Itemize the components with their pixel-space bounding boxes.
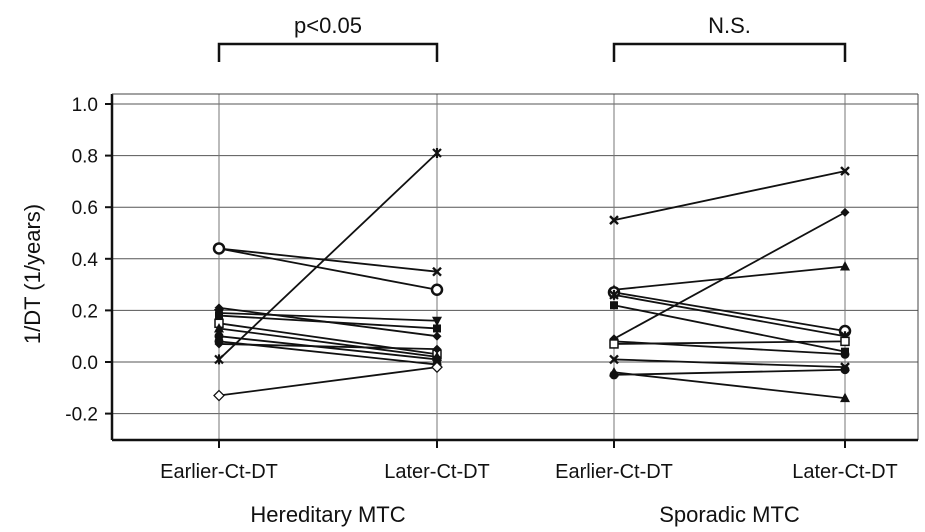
y-tick-label: 0.2 <box>72 301 98 322</box>
y-tick-label: 0.6 <box>72 198 98 219</box>
y-tick-label: 0.0 <box>72 353 98 374</box>
data-point-star <box>214 354 224 365</box>
data-point-triangle-down <box>432 316 442 327</box>
significance-bracket <box>612 42 847 62</box>
data-point-diamond <box>432 331 442 341</box>
series-line <box>218 314 438 330</box>
series-line <box>218 335 438 361</box>
series-line <box>613 371 846 400</box>
data-point-diamond-open <box>431 361 443 374</box>
data-point-star <box>432 148 442 159</box>
group-label: Hereditary MTC <box>250 502 405 527</box>
paired-series <box>609 166 850 225</box>
data-point-square <box>610 301 618 310</box>
paired-series <box>214 243 442 277</box>
paired-series <box>214 148 442 365</box>
data-point-circle <box>840 365 850 375</box>
data-point-square <box>215 311 223 320</box>
series-line <box>613 265 846 291</box>
grid-lines <box>112 94 919 440</box>
paired-series <box>609 336 850 359</box>
series-line <box>218 152 438 361</box>
paired-series <box>609 354 850 373</box>
data-point-triangle <box>840 392 850 403</box>
series-line <box>218 247 438 273</box>
significance-brackets: p<0.05 N.S. <box>217 13 847 62</box>
series-line <box>218 312 438 322</box>
data-point-cross <box>609 354 619 365</box>
data-point-circle <box>214 336 224 346</box>
data-point-star <box>609 289 619 300</box>
data-point-triangle <box>840 261 850 271</box>
y-axis-ticks: 1.0 0.8 0.6 0.4 0.2 0.0 -0.2 <box>65 95 112 426</box>
paired-series <box>609 261 850 294</box>
paired-series <box>214 322 442 361</box>
paired-series <box>609 336 850 349</box>
data-point-triangle <box>214 322 224 333</box>
series-line <box>613 340 846 345</box>
series-line <box>613 294 846 338</box>
axes <box>110 93 918 442</box>
paired-series <box>212 148 852 403</box>
series-line <box>613 211 846 340</box>
x-tick-label: Earlier-Ct-DT <box>160 461 278 483</box>
paired-series <box>212 242 444 297</box>
data-point-circle <box>609 370 619 380</box>
data-point-circle-open <box>212 242 226 255</box>
series-line <box>218 327 438 358</box>
group-label: Sporadic MTC <box>659 502 800 527</box>
paired-series <box>213 361 443 402</box>
significance-bracket <box>217 42 439 62</box>
significance-label: N.S. <box>708 13 751 38</box>
y-axis-label: 1/DT (1/years) <box>20 204 45 344</box>
paired-series <box>609 207 850 344</box>
x-tick-label: Later-Ct-DT <box>384 461 490 483</box>
paired-series <box>215 311 441 333</box>
series-line <box>613 291 846 332</box>
y-tick-label: 1.0 <box>72 95 98 116</box>
data-point-circle-open <box>430 283 444 297</box>
data-point-diamond <box>432 344 442 354</box>
series-line <box>613 304 846 353</box>
series-line <box>613 368 846 376</box>
data-point-diamond-open <box>213 389 225 402</box>
x-tick-label: Later-Ct-DT <box>792 461 898 483</box>
data-point-cross <box>840 166 850 176</box>
x-axis-labels: Earlier-Ct-DT Later-Ct-DT Earlier-Ct-DT Lat… <box>160 440 898 527</box>
data-point-square <box>433 324 441 333</box>
series-line <box>218 340 438 366</box>
series-line <box>218 247 438 291</box>
data-point-square-open <box>609 339 619 349</box>
paired-series <box>214 339 442 354</box>
y-tick-label: 0.8 <box>72 147 98 168</box>
x-tick-label: Earlier-Ct-DT <box>555 461 673 483</box>
significance-label: p<0.05 <box>294 13 362 38</box>
series-line <box>218 366 438 397</box>
data-point-square-open <box>840 336 850 347</box>
data-point-cross <box>609 215 619 225</box>
data-point-circle <box>840 349 850 359</box>
paired-series <box>609 365 850 380</box>
y-tick-label: -0.2 <box>65 405 98 426</box>
y-tick-label: 0.4 <box>72 250 99 271</box>
series-line <box>613 170 846 221</box>
data-point-diamond <box>840 207 850 217</box>
data-point-cross <box>432 266 442 277</box>
series-line <box>613 358 846 369</box>
